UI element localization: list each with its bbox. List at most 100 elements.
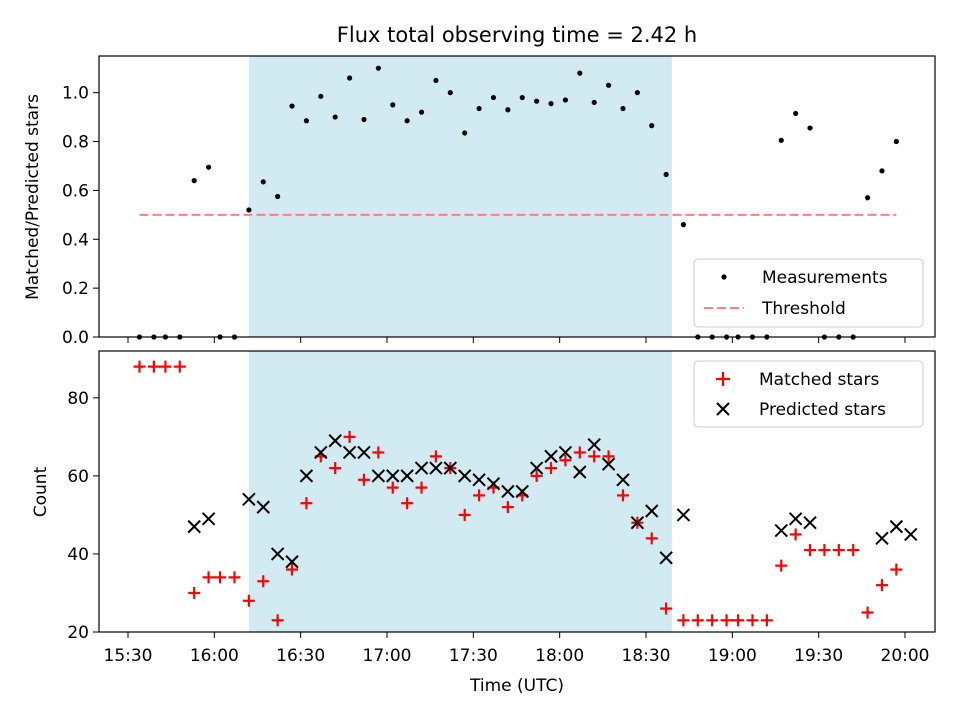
predicted-star-point: [314, 445, 328, 460]
bottom-shaded-span: [248, 351, 672, 632]
measurement-point: [534, 98, 540, 104]
cross-stroke: [386, 469, 400, 483]
predicted-star-point: [443, 461, 458, 475]
cross-stroke: [357, 445, 371, 460]
cross-stroke: [400, 469, 414, 483]
matched-star-point: [720, 614, 733, 627]
y-tick-label: 60: [67, 467, 89, 487]
predicted-star-point: [328, 434, 342, 448]
cross-stroke: [645, 504, 659, 518]
measurement-point: [649, 123, 655, 129]
cross-stroke: [515, 484, 529, 499]
cross-stroke: [630, 516, 645, 530]
matched-star-point: [677, 614, 690, 627]
y-tick-label: 0.6: [62, 181, 89, 201]
matched-star-point: [691, 614, 704, 627]
matched-star-point: [286, 563, 299, 576]
matched-star-point: [429, 450, 442, 463]
matched-star-points: [133, 360, 903, 627]
predicted-star-point: [774, 523, 788, 538]
legend-matched-marker: [716, 372, 730, 386]
bottom-axes-frame: [98, 350, 936, 633]
matched-star-point: [386, 481, 399, 494]
matched-star-point: [660, 602, 673, 615]
cross-stroke: [328, 434, 342, 448]
predicted-star-point: [299, 469, 314, 483]
matched-star-point: [214, 571, 227, 584]
measurement-point: [548, 101, 554, 107]
measurement-point: [793, 110, 799, 117]
top-legend-box: [693, 258, 924, 328]
measurement-point: [318, 93, 324, 99]
predicted-star-point: [529, 461, 544, 475]
matched-star-point: [401, 497, 414, 510]
predicted-star-point: [270, 547, 285, 561]
cross-stroke: [472, 473, 486, 487]
predicted-star-point: [875, 531, 889, 546]
matched-star-point: [789, 528, 802, 541]
top-y-ticks: 0.0 0.2 0.4 0.6 0.8 1.0: [62, 84, 99, 348]
predicted-star-point: [544, 449, 558, 464]
matched-star-point: [147, 360, 160, 373]
measurement-point: [778, 137, 784, 143]
cross-stroke: [544, 449, 558, 464]
predicted-star-point: [515, 484, 529, 499]
predicted-star-point: [187, 519, 201, 534]
x-tick-label: 18:30: [622, 646, 671, 666]
predicted-star-point: [386, 469, 400, 483]
x-tick-label: 17:30: [449, 646, 498, 666]
y-tick-label: 0.2: [62, 279, 89, 299]
observation-span: [248, 56, 672, 337]
matched-star-point: [329, 462, 342, 475]
y-tick-label: 40: [67, 545, 89, 565]
predicted-star-point: [659, 551, 673, 565]
measurement-point: [246, 207, 252, 213]
matched-star-point: [228, 571, 241, 584]
x-tick-label: 20:00: [881, 646, 930, 666]
cross-stroke: [443, 461, 458, 475]
predicted-star-point: [242, 492, 256, 507]
predicted-star-point: [357, 445, 371, 460]
x-tick-label: 19:00: [708, 646, 757, 666]
y-tick-label: 80: [67, 389, 89, 409]
matched-star-point: [545, 462, 558, 475]
measurement-point: [375, 65, 381, 71]
matched-star-point: [343, 430, 356, 443]
predicted-star-point: [400, 469, 414, 483]
measurement-point: [205, 164, 212, 170]
measurement-point: [893, 138, 899, 145]
predicted-star-point: [342, 445, 357, 460]
measurement-point: [591, 99, 597, 106]
measurement-point: [418, 109, 425, 115]
matched-star-point: [473, 489, 486, 502]
cross-stroke: [889, 519, 904, 534]
measurement-point: [519, 94, 525, 101]
matched-star-point: [861, 606, 874, 619]
cross-stroke: [529, 461, 544, 475]
observation-span: [248, 351, 672, 632]
matched-star-point: [458, 508, 471, 521]
matched-star-point: [372, 446, 385, 459]
top-axes-frame: [98, 55, 936, 338]
predicted-star-point: [256, 500, 270, 514]
cross-stroke: [429, 461, 443, 475]
predicted-star-point: [889, 519, 904, 534]
cross-stroke: [299, 469, 314, 483]
x-tick-label: 19:30: [794, 646, 843, 666]
measurement-point: [562, 97, 569, 103]
predicted-star-point: [630, 516, 645, 530]
measurement-point: [361, 116, 367, 123]
cross-stroke: [187, 519, 201, 534]
matched-star-point: [804, 544, 817, 557]
cross-stroke: [486, 476, 501, 491]
matched-star-point: [847, 544, 860, 557]
matched-star-point: [133, 360, 146, 373]
matched-star-point: [559, 454, 572, 467]
y-tick-label: 20: [67, 623, 89, 643]
measurement-point: [289, 103, 295, 109]
predicted-star-point: [429, 461, 443, 475]
legend-predicted-marker: [716, 402, 730, 416]
matched-star-point: [616, 489, 629, 502]
